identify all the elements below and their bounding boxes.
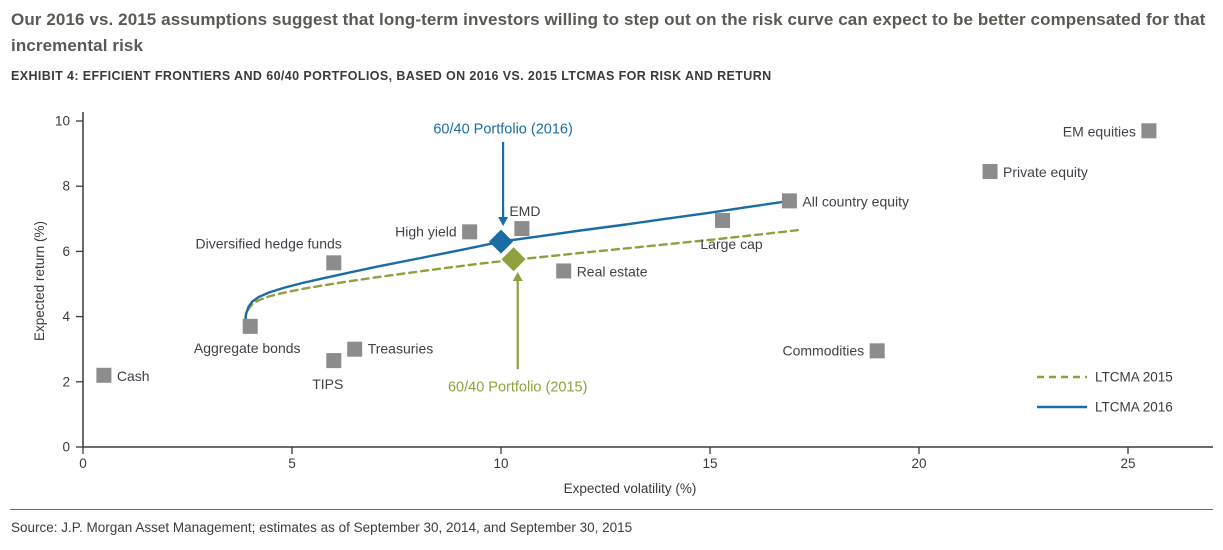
exhibit-title: EXHIBIT 4: EFFICIENT FRONTIERS AND 60/40… [11,69,772,83]
x-tick-label: 5 [288,456,296,471]
label-cash: Cash [117,368,150,384]
legend-label-ltcma-2015: LTCMA 2015 [1095,370,1173,385]
label-commodities: Commodities [782,342,864,358]
y-tick-label: 4 [62,309,70,324]
x-axis-title: Expected volatility (%) [564,481,697,496]
label-emd: EMD [509,203,540,219]
marker-diversified-hedge-funds [326,255,342,271]
y-axis-title: Expected return (%) [32,221,47,341]
marker-high-yield [462,224,478,240]
legend-label-ltcma-2016: LTCMA 2016 [1095,400,1173,415]
arrowhead-portfolio-2016 [498,216,509,226]
label-private-equity: Private equity [1003,164,1088,180]
diamond-portfolio-2016 [488,229,514,254]
label-em-equities: EM equities [1063,123,1136,139]
marker-real-estate [556,263,572,279]
x-tick-label: 20 [911,456,926,471]
marker-commodities [869,343,885,359]
marker-private-equity [982,164,998,180]
label-large-cap: Large cap [700,236,762,252]
y-tick-label: 0 [62,440,70,455]
source-divider [10,509,1213,510]
ltcma-2016-line [244,199,791,323]
ltcma-2015-line [244,229,799,323]
x-tick-label: 25 [1120,456,1135,471]
label-all-country-equity: All country equity [802,193,909,209]
arrowhead-portfolio-2015 [512,271,523,281]
label-aggregate-bonds: Aggregate bonds [194,340,301,356]
marker-aggregate-bonds [242,318,258,334]
y-tick-label: 6 [62,244,70,259]
marker-cash [96,367,112,383]
annotation-portfolio-2015: 60/40 Portfolio (2015) [448,380,587,396]
label-real-estate: Real estate [577,263,648,279]
marker-emd [514,221,530,237]
x-tick-label: 10 [493,456,508,471]
label-high-yield: High yield [395,223,456,239]
marker-all-country-equity [781,193,797,209]
label-tips: TIPS [312,376,343,392]
x-tick-label: 0 [79,456,87,471]
marker-tips [326,353,342,369]
diamond-portfolio-2015 [501,247,526,272]
y-tick-label: 2 [62,374,70,389]
annotation-portfolio-2016: 60/40 Portfolio (2016) [433,122,572,138]
source-note: Source: J.P. Morgan Asset Management; es… [11,520,633,535]
label-diversified-hedge-funds: Diversified hedge funds [195,235,341,251]
marker-em-equities [1141,123,1157,139]
label-treasuries: Treasuries [368,341,434,357]
y-tick-label: 10 [55,114,70,129]
marker-treasuries [347,341,363,357]
marker-large-cap [715,212,731,228]
x-tick-label: 15 [702,456,717,471]
axes [82,112,1213,448]
y-tick-label: 8 [62,179,70,194]
page-title: Our 2016 vs. 2015 assumptions suggest th… [11,10,1206,55]
